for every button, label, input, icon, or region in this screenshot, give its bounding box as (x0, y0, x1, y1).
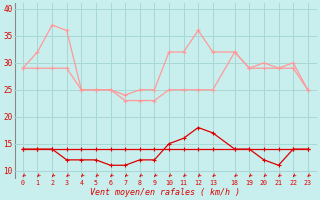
X-axis label: Vent moyen/en rafales ( km/h ): Vent moyen/en rafales ( km/h ) (90, 188, 240, 197)
